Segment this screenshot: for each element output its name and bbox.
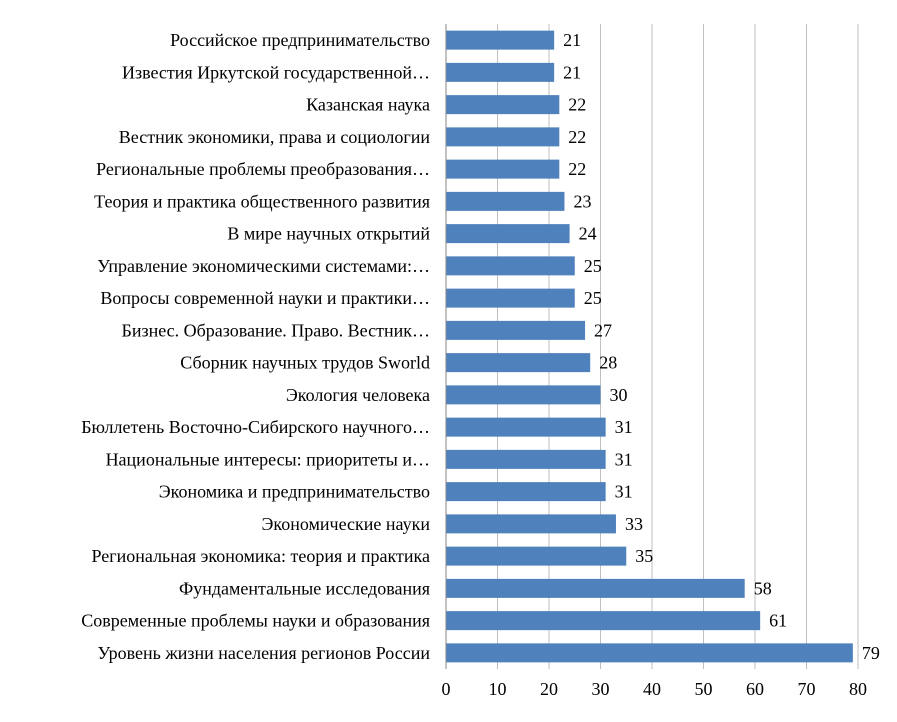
category-label-18: Современные проблемы науки и образования bbox=[81, 611, 430, 631]
category-label-0: Российское предпринимательство bbox=[170, 30, 430, 50]
value-label-1: 21 bbox=[563, 62, 581, 82]
value-label-19: 79 bbox=[862, 643, 880, 663]
value-label-0: 21 bbox=[563, 30, 581, 50]
x-tick-label-30: 30 bbox=[592, 679, 610, 699]
category-label-4: Региональные проблемы преобразования… bbox=[96, 159, 430, 179]
bar-4 bbox=[446, 159, 560, 179]
category-label-15: Экономические науки bbox=[262, 514, 431, 534]
value-label-10: 28 bbox=[599, 353, 617, 373]
x-tick-label-50: 50 bbox=[695, 679, 713, 699]
bar-14 bbox=[446, 482, 606, 502]
bar-18 bbox=[446, 611, 761, 631]
value-label-15: 33 bbox=[625, 514, 643, 534]
value-label-14: 31 bbox=[615, 482, 633, 502]
gridlines bbox=[497, 24, 859, 669]
value-label-12: 31 bbox=[615, 417, 633, 437]
x-tick-labels: 0 10 20 30 40 50 60 70 80 bbox=[442, 679, 868, 699]
category-label-14: Экономика и предпринимательство bbox=[159, 482, 430, 502]
bar-15 bbox=[446, 514, 616, 534]
bar-12 bbox=[446, 417, 606, 437]
category-label-2: Казанская наука bbox=[306, 95, 430, 115]
bar-3 bbox=[446, 127, 560, 147]
category-label-13: Национальные интересы: приоритеты и… bbox=[106, 449, 430, 469]
category-label-6: В мире научных открытий bbox=[227, 224, 430, 244]
category-label-19: Уровень жизни населения регионов России bbox=[97, 643, 430, 663]
category-label-12: Бюллетень Восточно-Сибирского научного… bbox=[81, 417, 430, 437]
value-label-2: 22 bbox=[568, 95, 586, 115]
x-tick-label-10: 10 bbox=[489, 679, 507, 699]
value-label-18: 61 bbox=[769, 611, 787, 631]
bar-19 bbox=[446, 643, 853, 663]
value-label-16: 35 bbox=[635, 546, 653, 566]
bars bbox=[446, 30, 853, 663]
category-labels: Российское предпринимательство Известия И… bbox=[81, 30, 430, 663]
bar-9 bbox=[446, 320, 586, 340]
category-label-11: Экология человека bbox=[286, 385, 430, 405]
bar-5 bbox=[446, 191, 565, 211]
x-tick-label-80: 80 bbox=[849, 679, 867, 699]
x-tick-label-70: 70 bbox=[798, 679, 816, 699]
bar-11 bbox=[446, 385, 601, 405]
value-label-5: 23 bbox=[573, 191, 591, 211]
value-label-4: 22 bbox=[568, 159, 586, 179]
bar-16 bbox=[446, 546, 627, 566]
value-label-6: 24 bbox=[579, 224, 597, 244]
category-label-9: Бизнес. Образование. Право. Вестник… bbox=[122, 320, 430, 340]
bar-7 bbox=[446, 256, 575, 276]
category-label-3: Вестник экономики, права и социологии bbox=[119, 127, 431, 147]
value-label-17: 58 bbox=[754, 578, 772, 598]
value-label-7: 25 bbox=[584, 256, 602, 276]
x-tick-label-40: 40 bbox=[643, 679, 661, 699]
bar-2 bbox=[446, 95, 560, 115]
x-tick-label-60: 60 bbox=[746, 679, 764, 699]
value-label-11: 30 bbox=[610, 385, 628, 405]
value-label-9: 27 bbox=[594, 320, 612, 340]
value-label-3: 22 bbox=[568, 127, 586, 147]
bar-0 bbox=[446, 30, 555, 50]
category-label-16: Региональная экономика: теория и практик… bbox=[92, 546, 430, 566]
bar-8 bbox=[446, 288, 575, 308]
x-tick-label-20: 20 bbox=[540, 679, 558, 699]
bar-17 bbox=[446, 578, 745, 598]
value-labels: 21 21 22 22 22 23 24 25 25 27 28 30 31 31 31 33 35 58 61 79 bbox=[563, 30, 880, 663]
category-label-1: Известия Иркутской государственной… bbox=[122, 62, 430, 82]
category-label-8: Вопросы современной науки и практики… bbox=[100, 288, 430, 308]
bar-1 bbox=[446, 62, 555, 82]
x-tick-label-0: 0 bbox=[442, 679, 451, 699]
category-label-5: Теория и практика общественного развития bbox=[94, 191, 430, 211]
value-label-13: 31 bbox=[615, 449, 633, 469]
category-label-17: Фундаментальные исследования bbox=[179, 578, 430, 598]
bar-10 bbox=[446, 353, 591, 373]
category-label-7: Управление экономическими системами:… bbox=[97, 256, 430, 276]
category-label-10: Сборник научных трудов Sworld bbox=[180, 353, 430, 373]
bar-13 bbox=[446, 449, 606, 469]
bar-6 bbox=[446, 224, 570, 244]
value-label-8: 25 bbox=[584, 288, 602, 308]
